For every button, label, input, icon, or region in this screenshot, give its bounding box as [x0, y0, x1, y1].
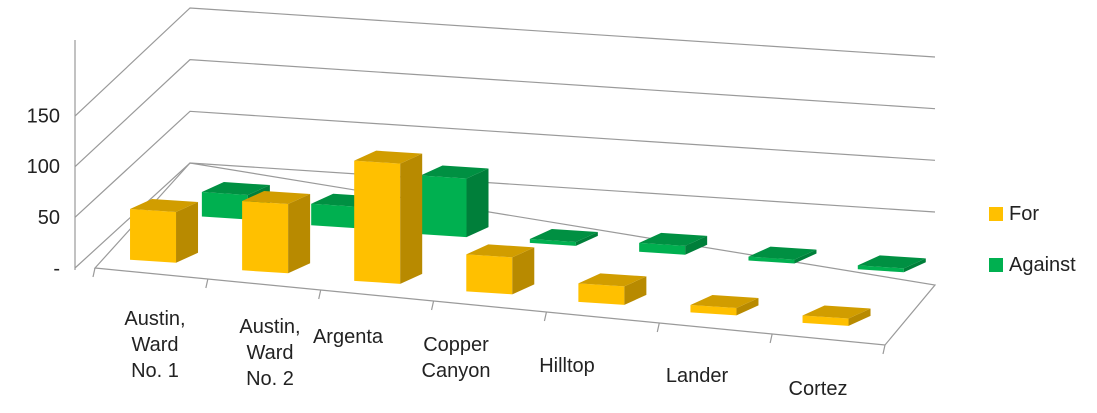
- category-labels: Austin, Ward No. 1 Austin, Ward No. 2 Argenta C…: [124, 308, 847, 400]
- category-label: Hilltop: [539, 355, 595, 377]
- y-axis-tick-labels: - 50 100 150: [27, 105, 60, 280]
- legend: For Against: [989, 203, 1076, 276]
- bar-for-2: [354, 150, 423, 284]
- bar-for-1: [242, 190, 311, 274]
- gridline-50: [74, 110, 936, 218]
- bar-against-5: [748, 246, 817, 264]
- legend-label-against: Against: [1009, 254, 1076, 276]
- legend-swatch-for: [989, 207, 1003, 221]
- gridline-100: [74, 59, 936, 168]
- y-tick-label: 150: [27, 105, 60, 127]
- chart-walls: [74, 7, 937, 355]
- category-label: Copper Canyon: [422, 334, 491, 382]
- bar-for-4: [578, 273, 647, 305]
- category-label: Austin, Ward No. 1: [124, 308, 185, 382]
- bar-against-0: [201, 182, 270, 220]
- legend-swatch-against: [989, 258, 1003, 272]
- category-label: Lander: [666, 365, 729, 387]
- category-label: Cortez: [789, 378, 848, 400]
- bar-against-4: [639, 232, 708, 255]
- bar-for-0: [130, 198, 199, 263]
- bar-against-3: [529, 228, 598, 246]
- bar-against-2: [420, 165, 489, 238]
- bar-for-6: [802, 305, 871, 326]
- y-tick-label: 50: [38, 207, 60, 229]
- category-label: Austin, Ward No. 2: [239, 316, 300, 390]
- bar-against-6: [857, 255, 926, 273]
- legend-label-for: For: [1009, 203, 1039, 225]
- bar-for-3: [466, 244, 535, 295]
- bars: [130, 150, 926, 326]
- y-tick-label: 100: [27, 156, 60, 178]
- bar-for-5: [690, 294, 759, 316]
- category-label: Argenta: [313, 326, 384, 348]
- y-tick-label: -: [53, 258, 60, 280]
- floor: [93, 162, 937, 346]
- gridline-150: [74, 7, 936, 117]
